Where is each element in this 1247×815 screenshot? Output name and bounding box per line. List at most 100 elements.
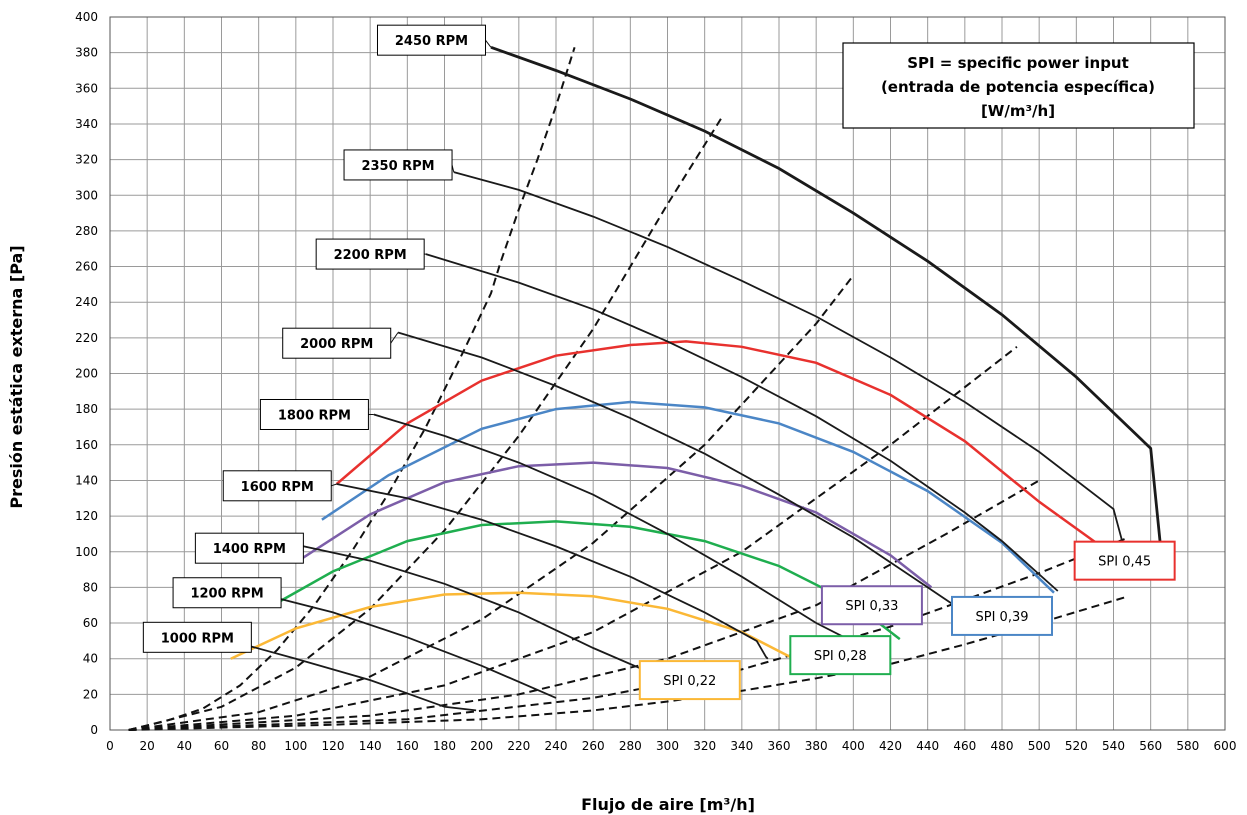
plot-frame bbox=[109, 16, 1226, 731]
spi-label: SPI 0,22 bbox=[663, 674, 716, 689]
spi-curve bbox=[269, 520, 901, 641]
rpm-label: 2350 RPM bbox=[361, 159, 434, 174]
y-tick-label: 320 bbox=[75, 153, 98, 167]
rpm-label-box bbox=[172, 577, 282, 609]
y-tick-label: 140 bbox=[75, 473, 98, 487]
system-curve bbox=[128, 536, 1129, 731]
x-tick-label: 340 bbox=[730, 739, 753, 753]
x-tick-label: 580 bbox=[1176, 739, 1199, 753]
x-tick-label: 160 bbox=[396, 739, 419, 753]
y-tick-label: 340 bbox=[75, 117, 98, 131]
x-tick-label: 360 bbox=[768, 739, 791, 753]
rpm-label: 2200 RPM bbox=[334, 248, 407, 263]
y-tick-label: 380 bbox=[75, 46, 98, 60]
rpm-curve bbox=[453, 171, 1130, 565]
x-tick-label: 140 bbox=[359, 739, 382, 753]
rpm-curve bbox=[490, 45, 1162, 542]
x-tick-label: 80 bbox=[251, 739, 266, 753]
rpm-curve bbox=[373, 413, 880, 656]
rpm-label: 1200 RPM bbox=[190, 587, 263, 602]
rpm-label: 2000 RPM bbox=[300, 337, 373, 352]
rpm-label: 1000 RPM bbox=[161, 631, 234, 646]
x-tick-label: 540 bbox=[1102, 739, 1125, 753]
y-tick-label: 0 bbox=[90, 723, 98, 737]
system-curve bbox=[128, 274, 855, 731]
y-tick-label: 20 bbox=[83, 687, 98, 701]
y-tick-label: 360 bbox=[75, 81, 98, 95]
rpm-label: 1800 RPM bbox=[278, 408, 351, 423]
y-tick-label: 400 bbox=[75, 10, 98, 24]
y-tick-label: 80 bbox=[83, 580, 98, 594]
y-tick-label: 100 bbox=[75, 545, 98, 559]
rpm-curve bbox=[425, 253, 1059, 592]
legend-line: (entrada de potencia específica) bbox=[881, 78, 1155, 96]
rpm-label-leader bbox=[485, 39, 492, 48]
chart-curves bbox=[128, 45, 1162, 731]
spi-curve bbox=[230, 591, 791, 660]
rpm-label-box bbox=[315, 238, 425, 270]
rpm-label: 1600 RPM bbox=[241, 480, 314, 495]
chart-grid: 0 20 40 60 80 100 120 140 160 180 200 220 240 260 280 3… bbox=[75, 10, 1236, 753]
x-tick-label: 380 bbox=[805, 739, 828, 753]
y-tick-label: 260 bbox=[75, 260, 98, 274]
x-tick-label: 120 bbox=[322, 739, 345, 753]
spi-curve bbox=[321, 400, 1055, 594]
spi-label-box bbox=[1073, 540, 1176, 581]
spi-label: SPI 0,28 bbox=[814, 649, 867, 664]
x-tick-label: 60 bbox=[214, 739, 229, 753]
system-curve bbox=[128, 479, 1040, 731]
x-tick-label: 200 bbox=[470, 739, 493, 753]
rpm-curve bbox=[230, 640, 477, 712]
rpm-label-box bbox=[282, 327, 392, 359]
spi-curve bbox=[335, 340, 1130, 568]
x-tick-label: 220 bbox=[507, 739, 530, 753]
x-tick-label: 480 bbox=[991, 739, 1014, 753]
rpm-curve bbox=[295, 543, 668, 681]
rpm-label-box bbox=[142, 621, 252, 653]
spi-label: SPI 0,33 bbox=[845, 599, 898, 614]
y-axis-title: Presión estática externa [Pa] bbox=[7, 245, 26, 508]
x-tick-label: 240 bbox=[545, 739, 568, 753]
legend-line: SPI = specific power input bbox=[907, 54, 1129, 72]
system-curve bbox=[128, 595, 1129, 731]
rpm-label-box bbox=[259, 398, 369, 430]
x-tick-label: 560 bbox=[1139, 739, 1162, 753]
chart-labels: 1000 RPM 1200 RPM 1400 RPM 1600 RPM 1800 RPM… bbox=[142, 24, 1176, 701]
y-tick-label: 200 bbox=[75, 367, 98, 381]
y-tick-label: 120 bbox=[75, 509, 98, 523]
x-tick-label: 260 bbox=[582, 739, 605, 753]
x-tick-label: 420 bbox=[879, 739, 902, 753]
system-curve bbox=[128, 46, 576, 731]
rpm-label-box bbox=[343, 149, 453, 181]
spi-legend-box: SPI = specific power input (entrada de p… bbox=[842, 42, 1195, 129]
x-tick-label: 320 bbox=[693, 739, 716, 753]
x-tick-label: 40 bbox=[177, 739, 192, 753]
y-tick-label: 220 bbox=[75, 331, 98, 345]
rpm-curve bbox=[397, 331, 966, 614]
y-tick-label: 180 bbox=[75, 402, 98, 416]
x-tick-label: 600 bbox=[1214, 739, 1237, 753]
rpm-label: 2450 RPM bbox=[395, 34, 468, 49]
x-axis-title: Flujo de aire [m³/h] bbox=[581, 795, 755, 814]
y-tick-label: 300 bbox=[75, 188, 98, 202]
spi-label: SPI 0,39 bbox=[975, 610, 1028, 625]
spi-label-box bbox=[820, 585, 923, 626]
x-tick-label: 300 bbox=[656, 739, 679, 753]
spi-label-box bbox=[789, 635, 892, 676]
rpm-label-box bbox=[194, 532, 304, 564]
x-tick-label: 280 bbox=[619, 739, 642, 753]
x-tick-label: 400 bbox=[842, 739, 865, 753]
rpm-curve bbox=[336, 483, 769, 660]
x-tick-label: 500 bbox=[1028, 739, 1051, 753]
rpm-label-leader bbox=[390, 332, 399, 344]
system-curve bbox=[128, 114, 725, 731]
legend-frame bbox=[842, 42, 1195, 129]
rpm-label-box bbox=[222, 470, 332, 502]
y-tick-label: 160 bbox=[75, 438, 98, 452]
y-tick-label: 280 bbox=[75, 224, 98, 238]
y-tick-label: 240 bbox=[75, 295, 98, 309]
spi-label: SPI 0,45 bbox=[1098, 555, 1151, 570]
x-tick-label: 460 bbox=[953, 739, 976, 753]
x-tick-label: 180 bbox=[433, 739, 456, 753]
